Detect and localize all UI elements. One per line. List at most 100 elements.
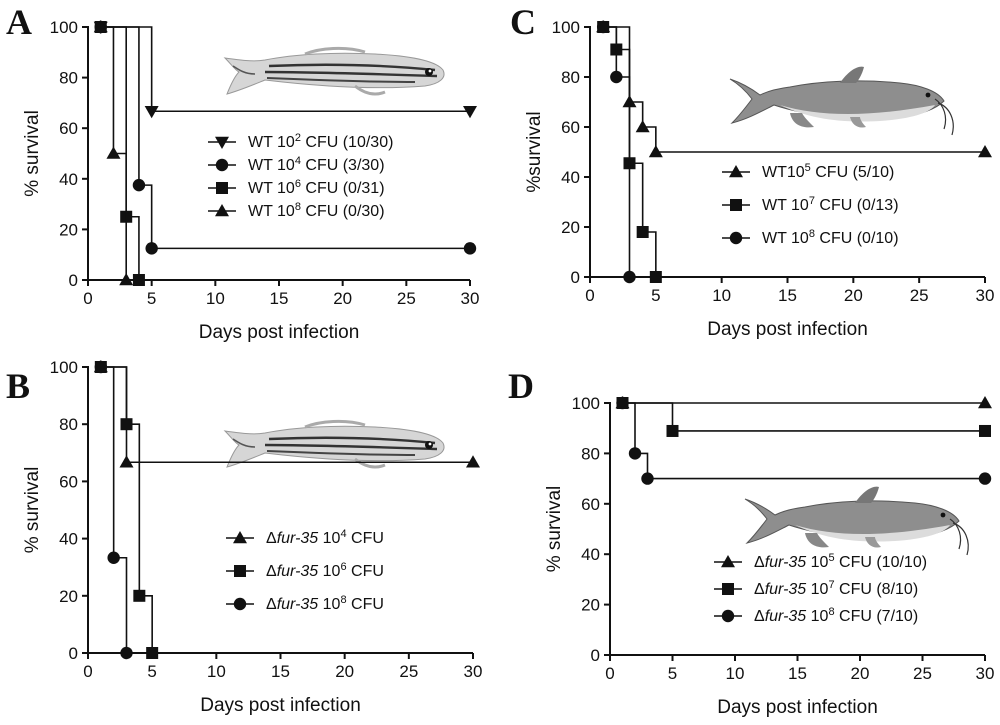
data-point-triangle: [466, 455, 480, 468]
y-tick-label: 100: [50, 358, 78, 377]
x-tick-label: 5: [668, 664, 677, 683]
y-tick-label: 20: [581, 596, 600, 615]
data-point-square: [666, 424, 679, 437]
legend-entry: WT105 CFU (5/10): [762, 162, 894, 181]
data-point-square: [132, 274, 145, 286]
panel-letter-d: D: [508, 366, 534, 406]
x-tick-label: 25: [913, 664, 932, 683]
y-axis-label: % survival: [22, 467, 43, 554]
data-point-triangle: [635, 120, 650, 133]
x-tick-label: 25: [399, 662, 418, 681]
data-point-circle: [463, 242, 477, 255]
zebrafish-image: [223, 46, 445, 96]
data-point-square: [979, 424, 991, 437]
x-tick-label: 10: [712, 286, 731, 305]
legend-entry: WT 107 CFU (0/13): [762, 195, 899, 214]
legend-entry: WT 104 CFU (3/30): [248, 155, 385, 174]
y-tick-label: 80: [561, 68, 580, 87]
x-tick-label: 20: [335, 662, 354, 681]
y-tick-label: 0: [69, 271, 78, 290]
x-axis-label: Days post infection: [200, 695, 361, 716]
x-tick-label: 30: [464, 662, 483, 681]
legend-entry: WT 106 CFU (0/31): [248, 178, 385, 197]
legend-entry: Δfur-35 105 CFU (10/10): [754, 552, 927, 571]
y-tick-label: 80: [59, 415, 78, 434]
series-line-circle: [603, 26, 631, 277]
data-point-circle: [132, 178, 146, 192]
data-point-triangle: [978, 396, 992, 409]
x-tick-label: 25: [910, 286, 929, 305]
data-point-square: [636, 226, 649, 238]
panel-c: C 0 5 10 15 20 25 30 0 20 40 60 80 100 Days post infec…: [510, 2, 994, 340]
y-tick-label: 40: [59, 170, 78, 189]
x-tick-label: 20: [851, 664, 870, 683]
series-line-circle: [100, 366, 128, 653]
y-tick-label: 80: [581, 444, 600, 463]
x-tick-label: 15: [271, 662, 290, 681]
data-point-circle: [641, 472, 654, 485]
y-tick-label: 0: [69, 644, 78, 663]
x-tick-label: 5: [147, 289, 156, 308]
panel-a: A 0 5 10 15 20 25 30 0 20 40 60 80 100 Days post infec…: [6, 2, 479, 343]
series-line-circle: [100, 26, 470, 250]
data-point-triangle: [119, 273, 134, 286]
series-line-square: [622, 402, 985, 432]
legend-marker-square: [730, 199, 742, 211]
x-tick-label: 5: [147, 662, 156, 681]
x-tick-label: 0: [83, 289, 92, 308]
y-tick-label: 100: [552, 18, 580, 37]
legend-marker-circle: [215, 158, 229, 172]
data-point-triangle-down: [463, 105, 477, 119]
y-axis-label: %survival: [524, 111, 545, 192]
data-point-circle: [596, 20, 610, 34]
panel-b: B 0 5 10 15 20 25 30 0 20 40 60 80 100 Days post infec…: [6, 358, 482, 716]
y-tick-label: 60: [59, 472, 78, 491]
x-tick-label: 0: [83, 662, 92, 681]
legend-entry: WT 108 CFU (0/30): [248, 201, 385, 220]
legend-marker-triangle: [215, 204, 229, 217]
x-tick-label: 30: [976, 286, 995, 305]
data-point-square: [146, 647, 159, 659]
x-tick-label: 15: [778, 286, 797, 305]
data-point-circle: [120, 646, 133, 660]
panel-letter-b: B: [6, 366, 30, 406]
data-point-circle: [978, 472, 992, 485]
data-point-circle: [107, 551, 120, 564]
zebrafish-image: [223, 419, 445, 469]
x-tick-label: 0: [605, 664, 614, 683]
y-axis-label: % survival: [22, 110, 43, 197]
x-tick-label: 0: [585, 286, 594, 305]
legend-marker-square: [216, 182, 228, 194]
data-point-circle: [623, 270, 636, 284]
legend-marker-square: [722, 583, 734, 595]
legend-marker-triangle: [233, 531, 247, 544]
series-line-square: [100, 366, 153, 653]
y-tick-label: 20: [59, 220, 78, 239]
y-tick-label: 20: [561, 218, 580, 237]
y-tick-label: 0: [571, 268, 580, 287]
series-line-circle: [622, 402, 985, 480]
panel-letter-a: A: [6, 2, 32, 42]
legend-marker-triangle-down: [215, 136, 229, 149]
y-tick-label: 100: [50, 18, 78, 37]
x-tick-label: 10: [206, 289, 225, 308]
catfish-image: [744, 486, 969, 556]
data-point-triangle: [648, 145, 663, 158]
y-tick-label: 20: [59, 587, 78, 606]
data-point-square: [133, 589, 146, 602]
x-tick-label: 25: [397, 289, 416, 308]
y-tick-label: 40: [581, 545, 600, 564]
x-tick-label: 15: [270, 289, 289, 308]
x-tick-label: 30: [976, 664, 995, 683]
legend-entry: WT 108 CFU (0/10): [762, 228, 899, 247]
y-tick-label: 100: [572, 394, 600, 413]
data-point-circle: [616, 396, 629, 410]
data-point-square: [649, 271, 662, 283]
x-axis-label: Days post infection: [199, 322, 360, 343]
panel-d: D 0 5 10 15 20 25 30 0 20 40 60 80 100 Days post infec…: [508, 366, 994, 718]
x-tick-label: 5: [651, 286, 660, 305]
legend-marker-circle: [233, 597, 247, 611]
legend-marker-circle: [729, 231, 743, 245]
legend-marker-square: [234, 565, 246, 577]
data-point-triangle-down: [144, 105, 159, 119]
